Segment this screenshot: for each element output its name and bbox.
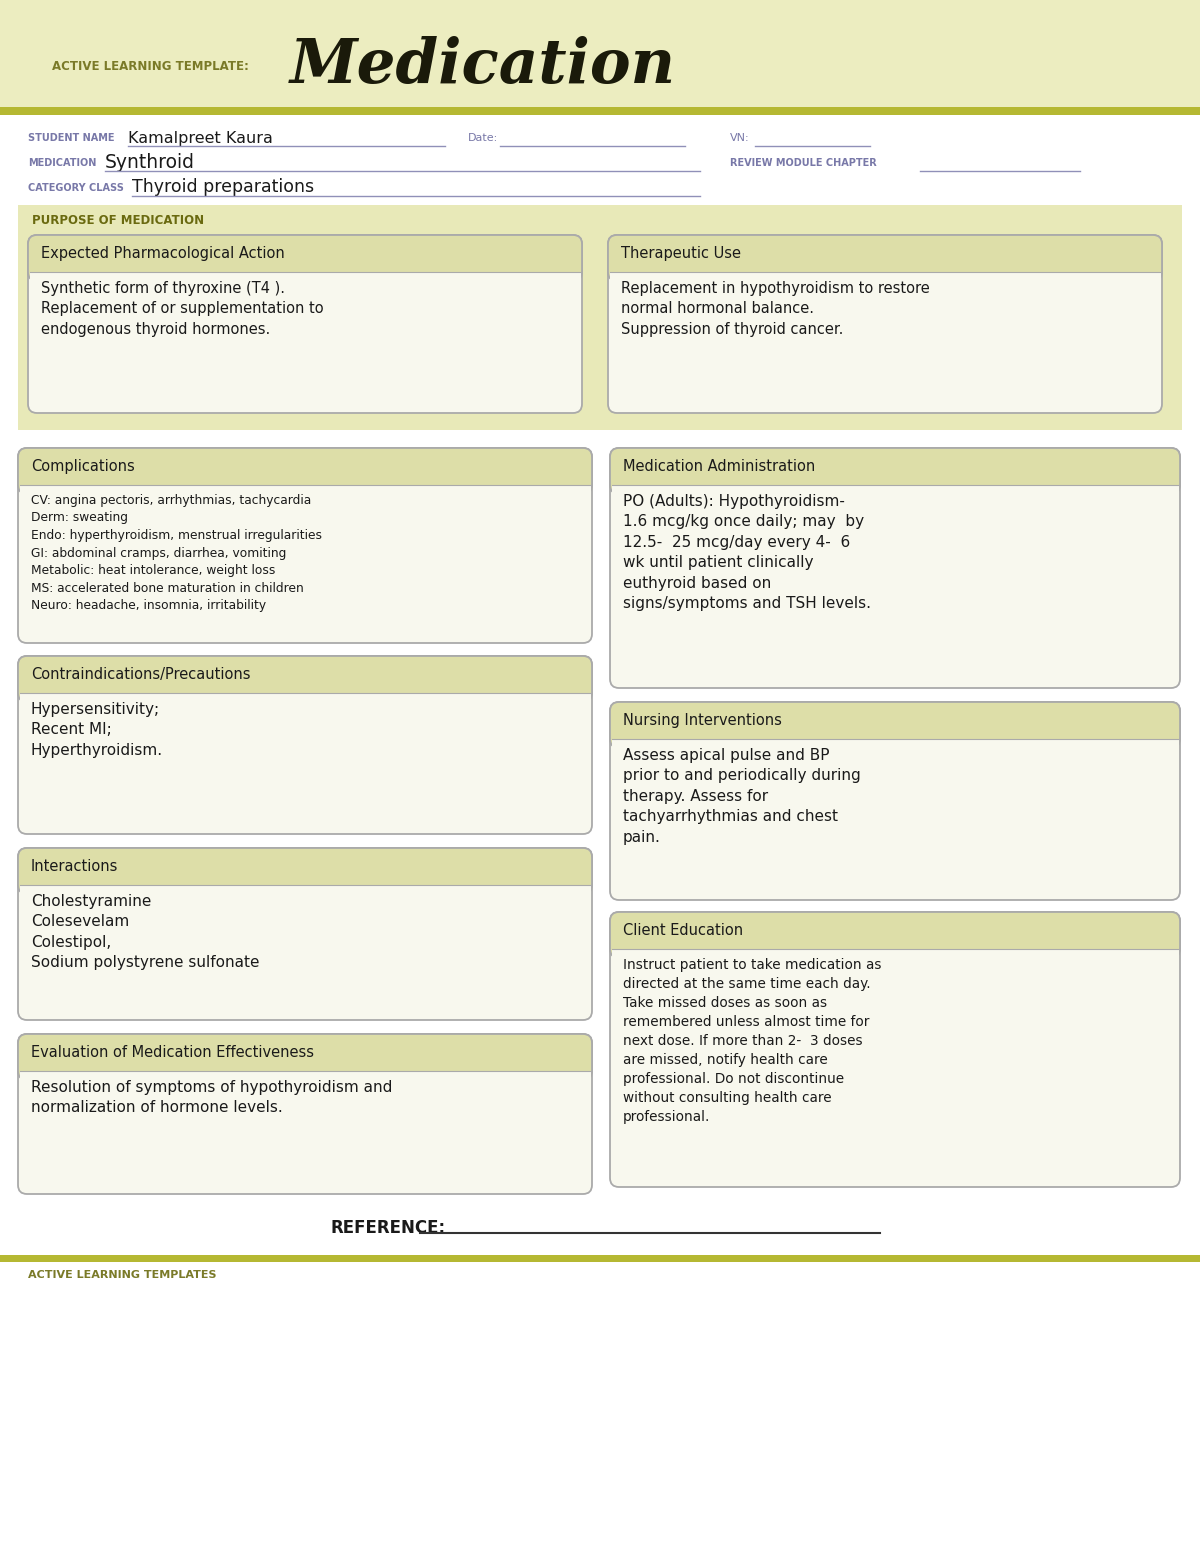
Text: MEDICATION: MEDICATION	[28, 158, 96, 168]
Text: Interactions: Interactions	[31, 859, 119, 874]
FancyBboxPatch shape	[28, 235, 582, 413]
Text: Assess apical pulse and BP
prior to and periodically during
therapy. Assess for
: Assess apical pulse and BP prior to and …	[623, 749, 860, 845]
Text: ACTIVE LEARNING TEMPLATE:: ACTIVE LEARNING TEMPLATE:	[52, 59, 248, 73]
FancyBboxPatch shape	[610, 702, 1180, 749]
Text: Cholestyramine
Colesevelam
Colestipol,
Sodium polystyrene sulfonate: Cholestyramine Colesevelam Colestipol, S…	[31, 895, 259, 971]
Text: STUDENT NAME: STUDENT NAME	[28, 134, 114, 143]
FancyBboxPatch shape	[610, 447, 1180, 688]
Text: ACTIVE LEARNING TEMPLATES: ACTIVE LEARNING TEMPLATES	[28, 1270, 216, 1280]
FancyBboxPatch shape	[18, 447, 592, 494]
Bar	[18, 205, 1182, 430]
FancyBboxPatch shape	[610, 702, 1180, 901]
FancyBboxPatch shape	[610, 447, 1180, 494]
Bar	[19, 485, 590, 495]
FancyBboxPatch shape	[608, 235, 1162, 281]
Text: Medication: Medication	[290, 36, 676, 96]
Text: CATEGORY CLASS: CATEGORY CLASS	[28, 183, 124, 193]
Bar	[19, 1072, 590, 1082]
Text: Instruct patient to take medication as
directed at the same time each day.
Take : Instruct patient to take medication as d…	[623, 958, 882, 1124]
Text: PURPOSE OF MEDICATION: PURPOSE OF MEDICATION	[32, 214, 204, 227]
Bar	[19, 693, 590, 704]
Bar	[30, 272, 581, 283]
Text: Complications: Complications	[31, 460, 134, 474]
Text: Thyroid preparations: Thyroid preparations	[132, 179, 314, 196]
Bar	[0, 1255, 1200, 1263]
FancyBboxPatch shape	[608, 235, 1162, 413]
FancyBboxPatch shape	[18, 1034, 592, 1079]
FancyBboxPatch shape	[18, 655, 592, 702]
Text: Synthetic form of thyroxine (T4 ).
Replacement of or supplementation to
endogeno: Synthetic form of thyroxine (T4 ). Repla…	[41, 281, 324, 337]
Bar	[19, 885, 590, 896]
Text: Replacement in hypothyroidism to restore
normal hormonal balance.
Suppression of: Replacement in hypothyroidism to restore…	[622, 281, 930, 337]
FancyBboxPatch shape	[18, 1034, 592, 1194]
Text: CV: angina pectoris, arrhythmias, tachycardia
Derm: sweating
Endo: hyperthyroidi: CV: angina pectoris, arrhythmias, tachyc…	[31, 494, 322, 612]
Text: Nursing Interventions: Nursing Interventions	[623, 713, 782, 728]
Bar	[612, 739, 1178, 750]
FancyBboxPatch shape	[18, 848, 592, 1020]
Text: PO (Adults): Hypothyroidism-
1.6 mcg/kg once daily; may  by
12.5-  25 mcg/day ev: PO (Adults): Hypothyroidism- 1.6 mcg/kg …	[623, 494, 871, 610]
Text: Hypersensitivity;
Recent MI;
Hyperthyroidism.: Hypersensitivity; Recent MI; Hyperthyroi…	[31, 702, 163, 758]
Bar	[610, 272, 1160, 283]
Text: Kamalpreet Kaura: Kamalpreet Kaura	[128, 130, 272, 146]
Bar	[612, 485, 1178, 495]
Bar	[612, 949, 1178, 960]
Text: REVIEW MODULE CHAPTER: REVIEW MODULE CHAPTER	[730, 158, 877, 168]
Text: Therapeutic Use: Therapeutic Use	[622, 245, 742, 261]
Text: Synthroid: Synthroid	[106, 152, 194, 171]
Bar	[0, 107, 1200, 115]
Text: REFERENCE:: REFERENCE:	[330, 1219, 445, 1238]
Bar	[0, 0, 1200, 112]
Text: Expected Pharmacological Action: Expected Pharmacological Action	[41, 245, 284, 261]
FancyBboxPatch shape	[18, 447, 592, 643]
FancyBboxPatch shape	[18, 655, 592, 834]
Text: Client Education: Client Education	[623, 922, 743, 938]
Text: Date:: Date:	[468, 134, 498, 143]
Text: Contraindications/Precautions: Contraindications/Precautions	[31, 666, 251, 682]
Text: Evaluation of Medication Effectiveness: Evaluation of Medication Effectiveness	[31, 1045, 314, 1061]
FancyBboxPatch shape	[610, 912, 1180, 958]
Text: VN:: VN:	[730, 134, 750, 143]
FancyBboxPatch shape	[28, 235, 582, 281]
FancyBboxPatch shape	[610, 912, 1180, 1186]
Text: Medication Administration: Medication Administration	[623, 460, 815, 474]
FancyBboxPatch shape	[18, 848, 592, 895]
Text: Resolution of symptoms of hypothyroidism and
normalization of hormone levels.: Resolution of symptoms of hypothyroidism…	[31, 1079, 392, 1115]
